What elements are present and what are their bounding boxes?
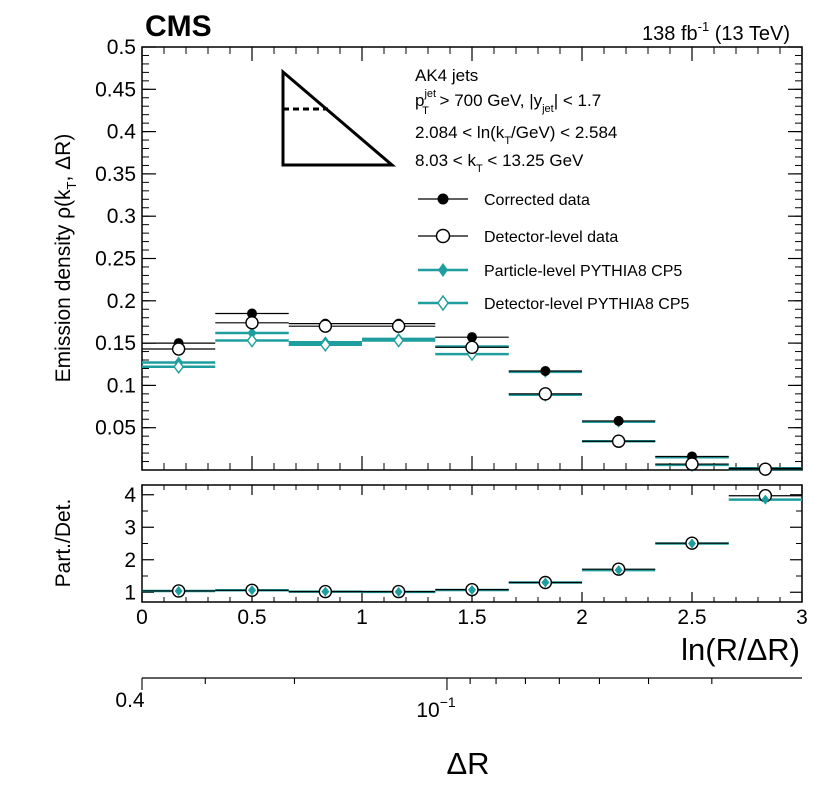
legend-detector-label: Detector-level data bbox=[484, 229, 618, 246]
cms-label: CMS bbox=[145, 10, 212, 43]
x-axis-title: ln(R/ΔR) bbox=[681, 632, 800, 667]
ratio-y-tick-label: 4 bbox=[124, 484, 136, 507]
x-tick-label: 3 bbox=[796, 606, 808, 629]
x-tick-label: 1 bbox=[356, 606, 368, 629]
delta-r-axis-title: ΔR bbox=[446, 746, 489, 781]
y-axis-title-top: Emission density ρ(kT, ΔR) bbox=[52, 134, 79, 383]
info-pt-c: | < 1.7 bbox=[554, 91, 601, 110]
info-pt-p: p bbox=[415, 91, 424, 110]
info-pt-cut: pjet T > 700 GeV, |yjet| < 1.7 bbox=[415, 88, 601, 117]
corrected-data-point bbox=[540, 366, 551, 377]
info-lnkt-a: 2.084 < ln(k bbox=[415, 123, 505, 142]
info-pt-sup: jet bbox=[423, 88, 436, 100]
ratio-mc-point bbox=[468, 584, 476, 595]
detector-data-point bbox=[538, 387, 553, 401]
x-tick-label: 0.5 bbox=[237, 606, 266, 629]
corrected-data-point bbox=[467, 332, 477, 343]
info-kt: 8.03 < kT < 13.25 GeV bbox=[415, 151, 584, 175]
legend-corrected-data: Corrected data bbox=[418, 192, 590, 209]
info-lnkt-sub: T bbox=[504, 135, 511, 147]
detector-data-point bbox=[318, 319, 333, 333]
ratio-mc-point bbox=[761, 494, 770, 505]
ratio-mc-point bbox=[688, 538, 696, 549]
delta-r-tick-0-4: 0.4 bbox=[115, 689, 145, 712]
detector-mc-point bbox=[246, 333, 258, 348]
y-axis-title-bottom: Part./Det. bbox=[52, 499, 75, 588]
info-pt-sub: T bbox=[422, 105, 429, 117]
ratio-mc-point bbox=[394, 586, 403, 597]
ratio-y-tick-label: 1 bbox=[124, 581, 136, 604]
info-kt-a: 8.03 < k bbox=[415, 151, 476, 170]
detector-mc-point bbox=[319, 337, 331, 352]
lumi-label: 138 fb-1 (13 TeV) bbox=[642, 19, 790, 45]
lumi-main: 138 fb bbox=[642, 23, 698, 45]
ratio-mc-point bbox=[248, 585, 256, 596]
ratio-mc-point bbox=[614, 565, 623, 576]
info-y-sub: jet bbox=[541, 103, 554, 115]
ticks-layer: 0.05 0.1 0.15 0.2 0.25 0.3 0.35 0.4 0.45 0.5 0 0.5 1… bbox=[95, 36, 808, 690]
legend-detector-mc: Detector-level PYTHIA8 CP5 bbox=[418, 294, 690, 313]
info-jets: AK4 jets bbox=[415, 66, 478, 85]
x-tick-label: 2 bbox=[576, 606, 588, 629]
corrected-data-point bbox=[613, 415, 624, 426]
detector-data-point bbox=[758, 462, 773, 476]
x-tick-label: 2.5 bbox=[677, 606, 706, 629]
y-tick-label: 0.3 bbox=[107, 205, 136, 228]
y-tick-label: 0.35 bbox=[95, 163, 136, 186]
particle-mc-point bbox=[247, 326, 257, 339]
y-tick-label: 0.4 bbox=[107, 121, 137, 144]
ratio-mc-point bbox=[174, 585, 183, 596]
y-tick-label: 0.05 bbox=[95, 417, 136, 440]
info-pt-b: > 700 GeV, |y bbox=[435, 91, 543, 110]
delta-r-tick-base: 10 bbox=[416, 699, 439, 722]
legend-corrected-label: Corrected data bbox=[484, 192, 590, 209]
lund-triangle-icon bbox=[281, 68, 397, 167]
legend-detector-mc-label: Detector-level PYTHIA8 CP5 bbox=[484, 296, 690, 313]
y-title-sub: T bbox=[64, 181, 79, 189]
ratio-y-tick-label: 2 bbox=[124, 549, 136, 572]
y-tick-label: 0.5 bbox=[107, 36, 136, 59]
info-lnkt-b: /GeV) < 2.584 bbox=[511, 123, 617, 142]
y-tick-label: 0.45 bbox=[95, 78, 136, 101]
x-tick-label: 0 bbox=[136, 606, 148, 629]
info-kt-b: < 13.25 GeV bbox=[483, 151, 584, 170]
detector-mc-point bbox=[173, 359, 185, 374]
legend-particle-mc: Particle-level PYTHIA8 CP5 bbox=[418, 263, 682, 280]
legend: Corrected data Detector-level data Parti… bbox=[418, 192, 690, 313]
legend-particle-mc-label: Particle-level PYTHIA8 CP5 bbox=[484, 263, 682, 280]
detector-data-point bbox=[171, 342, 186, 356]
detector-data-point bbox=[465, 340, 479, 355]
detector-mc-point bbox=[393, 333, 405, 348]
y-tick-label: 0.2 bbox=[107, 290, 136, 313]
legend-detector-data: Detector-level data bbox=[418, 228, 618, 246]
ratio-y-tick-label: 3 bbox=[124, 516, 136, 539]
lumi-tail: (13 TeV) bbox=[709, 23, 790, 45]
marks-layer bbox=[142, 308, 802, 599]
info-lnkt: 2.084 < ln(kT/GeV) < 2.584 bbox=[415, 123, 617, 147]
detector-data-point bbox=[245, 316, 259, 330]
detector-data-point bbox=[611, 434, 626, 448]
detector-data-point bbox=[391, 319, 406, 333]
y-tick-label: 0.25 bbox=[95, 248, 136, 271]
delta-r-tick-0-1: 10−1 bbox=[416, 694, 456, 722]
y-tick-label: 0.15 bbox=[95, 332, 136, 355]
delta-r-tick-exp: −1 bbox=[440, 694, 456, 710]
x-tick-label: 1.5 bbox=[457, 606, 486, 629]
ratio-mc-point bbox=[321, 586, 330, 597]
y-title-main: Emission density ρ(k bbox=[52, 189, 75, 382]
corrected-data-point bbox=[247, 308, 257, 319]
y-tick-label: 0.1 bbox=[107, 374, 136, 397]
lumi-sup: -1 bbox=[698, 19, 710, 34]
top-plot-frame bbox=[141, 46, 803, 471]
y-title-tail: , ΔR) bbox=[52, 134, 75, 182]
detector-data-point bbox=[685, 457, 699, 471]
ratio-mc-point bbox=[541, 577, 550, 588]
info-kt-sub: T bbox=[476, 163, 483, 175]
